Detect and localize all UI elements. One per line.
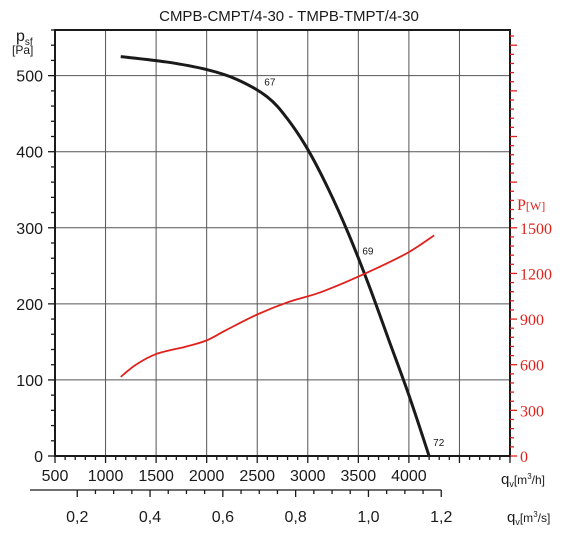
m3s-tick-label: 1,0 bbox=[357, 509, 379, 526]
pressure-curve bbox=[120, 55, 431, 457]
svg-text:qv[m3/h]: qv[m3/h] bbox=[501, 471, 545, 489]
series bbox=[120, 55, 435, 457]
svg-text:P[W]: P[W] bbox=[517, 197, 545, 214]
x-tick-label: 500 bbox=[42, 468, 69, 485]
x-tick-label: 1000 bbox=[88, 468, 124, 485]
x-tick-label: 3000 bbox=[290, 468, 326, 485]
annotations: 67 69 72 bbox=[264, 78, 444, 450]
right-axis-label: P[W] bbox=[517, 197, 545, 214]
efficiency-label: 72 bbox=[433, 438, 445, 449]
efficiency-label: 69 bbox=[362, 246, 374, 257]
x-tick-label: 4000 bbox=[391, 468, 427, 485]
svg-text:psf: psf bbox=[16, 28, 33, 48]
axes bbox=[30, 29, 517, 497]
plot-frame bbox=[54, 29, 511, 457]
x-tick-label: 2000 bbox=[189, 468, 225, 485]
left-tick-label: 500 bbox=[16, 69, 43, 86]
left-tick-label: 100 bbox=[16, 373, 43, 390]
x-tick-label: 2500 bbox=[239, 468, 275, 485]
left-tick-label: 200 bbox=[16, 297, 43, 314]
right-tick-label: 1500 bbox=[520, 221, 552, 238]
left-tick-label: 0 bbox=[34, 449, 43, 466]
svg-text:qv[m3/s]: qv[m3/s] bbox=[507, 509, 550, 527]
m3s-tick-label: 0,4 bbox=[139, 509, 161, 526]
m3s-tick-label: 1,2 bbox=[430, 509, 452, 526]
svg-text:[Pa]: [Pa] bbox=[12, 43, 33, 57]
m3s-tick-label: 0,2 bbox=[66, 509, 88, 526]
efficiency-label: 67 bbox=[264, 78, 276, 89]
x-tick-label: 3500 bbox=[341, 468, 377, 485]
grid bbox=[55, 30, 510, 456]
m3s-tick-label: 0,8 bbox=[285, 509, 307, 526]
chart-title: CMPB-CMPT/4-30 - TMPB-TMPT/4-30 bbox=[159, 8, 419, 25]
right-tick-label: 600 bbox=[520, 358, 544, 375]
right-tick-label: 1200 bbox=[520, 266, 552, 283]
left-tick-label: 300 bbox=[16, 221, 43, 238]
right-tick-label: 900 bbox=[520, 312, 544, 329]
right-tick-label: 0 bbox=[520, 449, 528, 466]
x-axis-label-m3s: qv[m3/s] bbox=[507, 509, 550, 527]
left-axis-label: psf [Pa] bbox=[12, 28, 33, 57]
power-curve bbox=[120, 234, 435, 378]
tick-labels: 0 100 200 300 400 500 0 300 600 900 1200 1500 500 100… bbox=[16, 69, 552, 526]
left-tick-label: 400 bbox=[16, 145, 43, 162]
x-tick-label: 1500 bbox=[138, 468, 174, 485]
right-tick-label: 300 bbox=[520, 403, 544, 420]
m3s-tick-label: 0,6 bbox=[212, 509, 234, 526]
x-axis-label-m3h: qv[m3/h] bbox=[501, 471, 545, 489]
